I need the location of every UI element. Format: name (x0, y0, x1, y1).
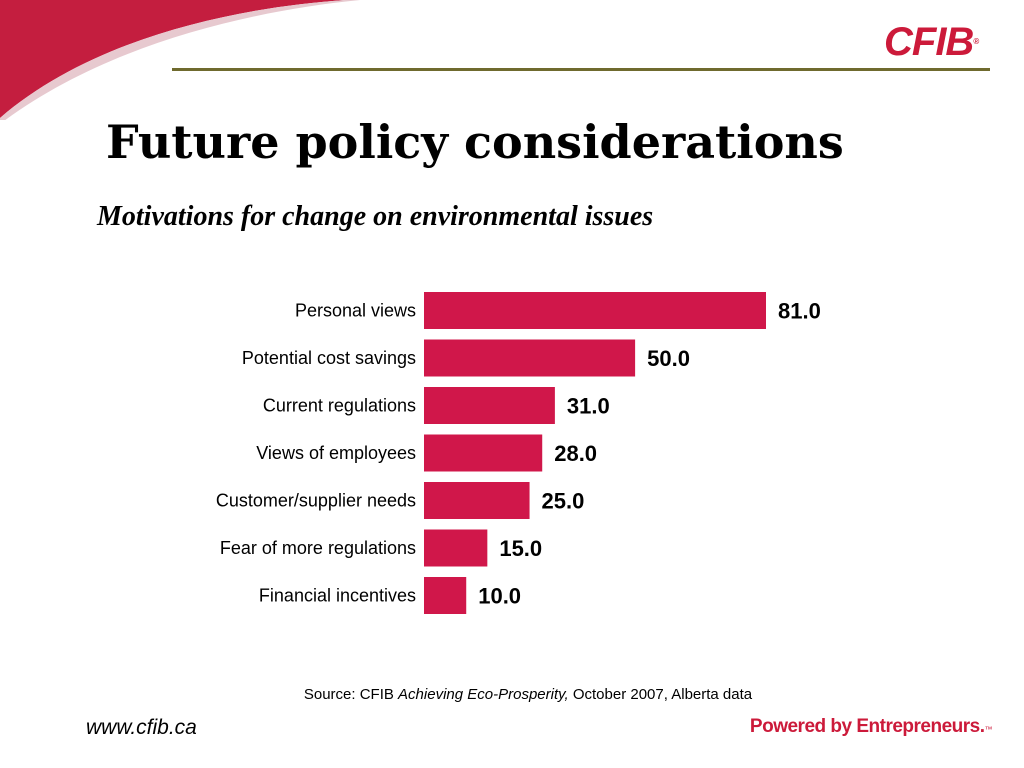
category-label: Current regulations (263, 396, 416, 416)
corner-swoosh-decoration (0, 0, 360, 120)
category-label: Financial incentives (259, 586, 416, 606)
bar (424, 292, 766, 329)
value-label: 28.0 (554, 441, 597, 466)
tagline: Powered by Entrepreneurs.™ (749, 716, 993, 737)
value-label: 10.0 (478, 584, 521, 609)
value-label: 81.0 (778, 299, 821, 324)
bar (424, 529, 488, 567)
bar (424, 577, 467, 614)
category-labels: Personal views Potential cost savings Curr… (216, 301, 416, 606)
source-title: Achieving Eco-Prosperity, (398, 686, 569, 703)
category-label: Potential cost savings (242, 348, 416, 368)
page-title: Future policy considerations (106, 115, 844, 169)
bar (424, 434, 543, 472)
category-label: Personal views (295, 301, 416, 321)
source-suffix: October 2007, Alberta data (568, 686, 753, 703)
category-label: Views of employees (256, 443, 416, 463)
footer-url-link[interactable]: www.cfib.ca (86, 716, 197, 739)
value-label: 31.0 (567, 394, 610, 419)
source-prefix: Source: CFIB (303, 686, 399, 703)
bar-chart: Personal views Potential cost savings Curr… (216, 292, 821, 614)
bar (424, 482, 530, 519)
category-label: Customer/supplier needs (216, 491, 416, 511)
header-rule (172, 68, 990, 71)
bar (424, 339, 636, 377)
value-label: 15.0 (499, 536, 542, 561)
cfib-logo: CFIB® (884, 20, 979, 64)
chart-subtitle: Motivations for change on environmental … (97, 201, 654, 232)
value-label: 50.0 (647, 346, 690, 371)
source-note: Source: CFIB Achieving Eco-Prosperity, O… (0, 686, 1024, 703)
value-label: 25.0 (542, 489, 585, 514)
bar (424, 387, 555, 424)
category-label: Fear of more regulations (220, 538, 416, 558)
